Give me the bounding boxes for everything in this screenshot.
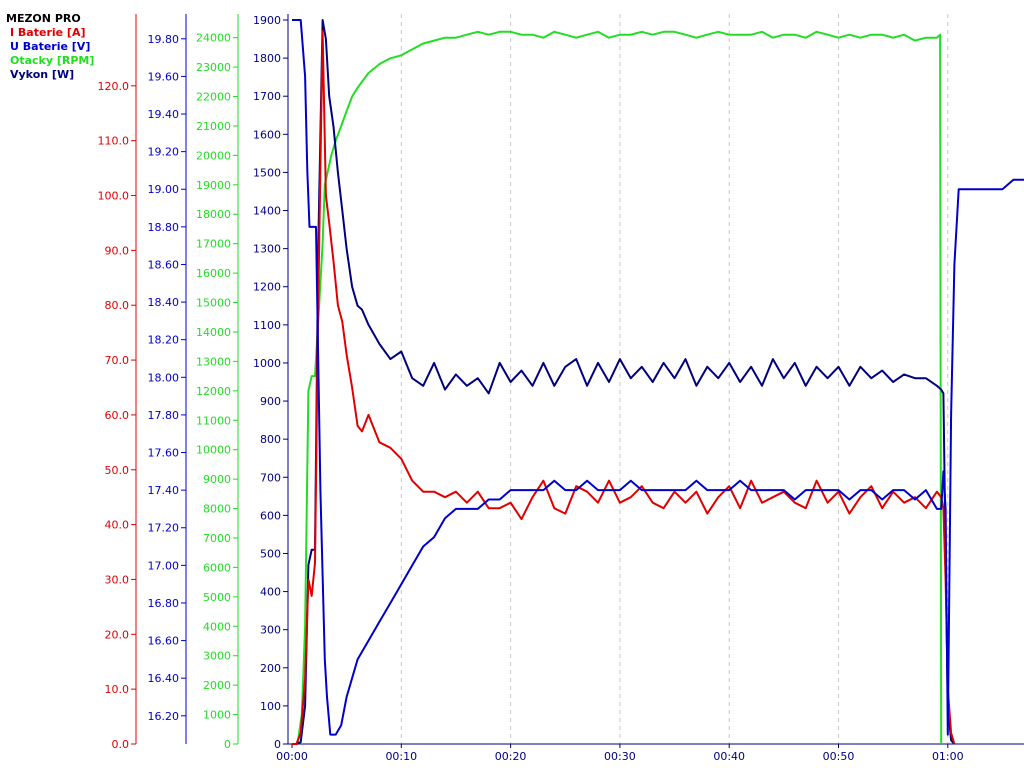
y-tick-label-2-13: 13000 (196, 355, 231, 368)
y-tick-label-2-3: 3000 (203, 650, 231, 663)
y-tick-label-2-18: 18000 (196, 208, 231, 221)
y-tick-label-2-11: 11000 (196, 414, 231, 427)
y-tick-label-1-9: 18.00 (148, 371, 180, 384)
y-tick-label-3-7: 700 (260, 471, 281, 484)
y-tick-label-2-22: 22000 (196, 91, 231, 104)
y-tick-label-1-4: 17.00 (148, 559, 180, 572)
series-line-0 (292, 30, 956, 745)
x-tick-label-0: 00:00 (276, 750, 308, 763)
y-tick-label-1-11: 18.40 (148, 296, 180, 309)
y-tick-label-2-23: 23000 (196, 61, 231, 74)
y-tick-label-1-10: 18.20 (148, 334, 180, 347)
y-tick-label-1-1: 16.40 (148, 672, 180, 685)
y-tick-label-3-1: 100 (260, 700, 281, 713)
y-tick-label-1-8: 17.80 (148, 409, 180, 422)
y-tick-label-1-13: 18.80 (148, 221, 180, 234)
y-tick-label-2-15: 15000 (196, 297, 231, 310)
y-tick-label-3-11: 1100 (253, 319, 281, 332)
y-tick-label-3-17: 1700 (253, 90, 281, 103)
y-tick-label-1-14: 19.00 (148, 183, 180, 196)
x-tick-label-2: 00:20 (495, 750, 527, 763)
y-tick-label-0-2: 20.0 (105, 628, 130, 641)
y-tick-label-2-5: 5000 (203, 591, 231, 604)
series-line-2 (292, 30, 943, 745)
y-tick-label-3-12: 1200 (253, 281, 281, 294)
y-tick-label-1-2: 16.60 (148, 635, 180, 648)
y-tick-label-1-15: 19.20 (148, 146, 180, 159)
y-tick-label-3-14: 1400 (253, 205, 281, 218)
y-tick-label-2-17: 17000 (196, 238, 231, 251)
y-tick-label-3-3: 300 (260, 624, 281, 637)
y-tick-label-0-12: 120.0 (98, 80, 130, 93)
y-tick-label-1-3: 16.80 (148, 597, 180, 610)
y-tick-label-2-4: 4000 (203, 620, 231, 633)
y-tick-label-1-0: 16.20 (148, 710, 180, 723)
y-tick-label-2-20: 20000 (196, 149, 231, 162)
x-tick-label-6: 01:00 (932, 750, 964, 763)
y-tick-label-0-9: 90.0 (105, 244, 130, 257)
y-tick-label-2-24: 24000 (196, 32, 231, 45)
x-tick-label-3: 00:30 (604, 750, 636, 763)
y-tick-label-2-16: 16000 (196, 267, 231, 280)
y-tick-label-2-9: 9000 (203, 473, 231, 486)
y-tick-label-1-7: 17.60 (148, 447, 180, 460)
y-tick-label-3-15: 1500 (253, 166, 281, 179)
y-tick-label-2-0: 0 (224, 738, 231, 751)
y-tick-label-2-1: 1000 (203, 709, 231, 722)
legend-item-rpm: Otacky [RPM] (10, 54, 95, 67)
y-tick-label-3-18: 1800 (253, 52, 281, 65)
y-tick-label-0-11: 110.0 (98, 135, 130, 148)
y-tick-label-3-13: 1300 (253, 243, 281, 256)
y-tick-label-3-16: 1600 (253, 128, 281, 141)
series-line-3 (292, 19, 956, 745)
y-tick-label-1-17: 19.60 (148, 70, 180, 83)
y-tick-label-2-8: 8000 (203, 503, 231, 516)
y-tick-label-2-14: 14000 (196, 326, 231, 339)
y-tick-label-3-4: 400 (260, 586, 281, 599)
y-tick-label-0-4: 40.0 (105, 519, 130, 532)
x-tick-label-1: 00:10 (385, 750, 417, 763)
y-tick-label-2-12: 12000 (196, 385, 231, 398)
legend-item-power: Vykon [W] (10, 68, 75, 81)
y-tick-label-1-12: 18.60 (148, 258, 180, 271)
y-tick-label-2-19: 19000 (196, 179, 231, 192)
y-tick-label-1-6: 17.40 (148, 484, 180, 497)
y-tick-label-0-7: 70.0 (105, 354, 130, 367)
y-tick-label-2-6: 6000 (203, 561, 231, 574)
y-tick-label-0-5: 50.0 (105, 464, 130, 477)
y-tick-label-0-0: 0.0 (112, 738, 130, 751)
y-tick-label-3-8: 800 (260, 433, 281, 446)
y-tick-label-0-3: 30.0 (105, 573, 130, 586)
app-title: MEZON PRO (6, 12, 81, 25)
y-tick-label-0-8: 80.0 (105, 299, 130, 312)
x-tick-label-4: 00:40 (713, 750, 745, 763)
y-tick-label-3-2: 200 (260, 662, 281, 675)
y-tick-label-3-6: 600 (260, 509, 281, 522)
y-tick-label-3-19: 1900 (253, 14, 281, 27)
y-tick-label-2-7: 7000 (203, 532, 231, 545)
legend-item-current: I Baterie [A] (10, 26, 86, 39)
y-tick-label-1-16: 19.40 (148, 108, 180, 121)
y-tick-label-3-10: 1000 (253, 357, 281, 370)
y-tick-label-1-18: 19.80 (148, 33, 180, 46)
legend-item-voltage: U Baterie [V] (10, 40, 91, 53)
y-tick-label-3-5: 500 (260, 547, 281, 560)
y-tick-label-2-10: 10000 (196, 444, 231, 457)
y-tick-label-2-21: 21000 (196, 120, 231, 133)
y-tick-label-0-1: 10.0 (105, 683, 130, 696)
y-tick-label-3-0: 0 (274, 738, 281, 751)
y-tick-label-3-9: 900 (260, 395, 281, 408)
y-tick-label-2-2: 2000 (203, 679, 231, 692)
y-tick-label-1-5: 17.20 (148, 522, 180, 535)
x-tick-label-5: 00:50 (823, 750, 855, 763)
chart-legend: MEZON PRO I Baterie [A] U Baterie [V] Ot… (6, 12, 94, 82)
y-tick-label-0-10: 100.0 (98, 190, 130, 203)
y-tick-label-0-6: 60.0 (105, 409, 130, 422)
series-line-1 (292, 19, 1024, 736)
